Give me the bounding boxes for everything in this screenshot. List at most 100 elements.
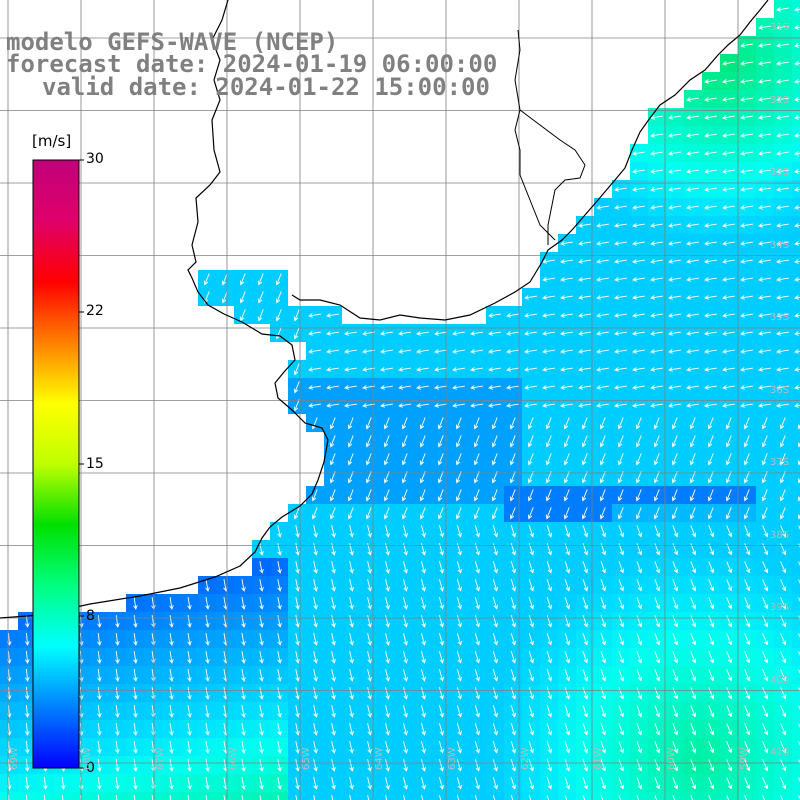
wind-arrow-shaft [349,597,353,609]
wind-arrow [524,367,537,372]
wind-arrow-head [691,622,697,628]
wind-arrow-shaft [223,597,227,609]
wind-arrow [349,561,354,574]
wind-arrow [542,403,555,408]
wind-arrow [582,525,589,538]
wind-arrow-shaft [205,777,209,789]
wind-arrow-head [511,568,517,574]
wind-arrow [545,435,552,448]
wind-arrow-head [632,151,637,156]
wind-arrow [578,223,591,228]
wind-arrow [313,651,318,664]
wind-arrow-head [349,694,354,700]
wind-arrow-shaft [762,417,768,429]
wind-arrow-shaft [600,687,606,699]
wind-arrow [509,417,516,430]
wind-arrow-shaft [295,687,299,699]
wind-arrow [632,259,645,264]
wind-arrow-shaft [564,597,570,609]
wind-arrow-head [385,784,390,790]
wind-arrow [672,759,679,772]
wind-arrow-shaft [546,507,552,519]
wind-arrow [365,435,372,448]
wind-arrow-head [686,133,691,138]
wind-arrow [563,417,570,430]
wind-arrow-shaft [151,596,155,610]
wind-arrow-shaft [672,741,678,753]
wind-arrow-shaft [331,543,335,555]
wind-arrow-shaft [259,669,263,681]
wind-arrow-head [578,295,583,300]
wind-arrow [546,597,553,610]
wind-arrow-head [308,349,313,354]
wind-arrow-head [565,550,571,556]
wind-arrow-head [349,658,354,664]
lon-label: 65W [301,747,312,770]
wind-arrow [326,403,339,408]
wind-arrow-shaft [399,349,411,353]
wind-arrow [743,417,750,430]
wind-arrow [653,417,660,430]
speed-cell [558,792,576,800]
wind-arrow-shaft [600,651,606,663]
wind-arrow-head [457,550,462,556]
wind-arrow-shaft [636,705,642,717]
wind-arrow-head [97,785,102,790]
wind-arrow-shaft [615,403,627,407]
wind-arrow-head [455,514,461,520]
wind-arrow-head [560,367,565,372]
wind-arrow-shaft [259,579,263,591]
wind-arrow [326,349,339,354]
wind-arrow-head [583,748,589,754]
wind-arrow [313,795,316,800]
wind-arrow-shaft [492,561,498,573]
wind-arrow-head [367,766,372,772]
wind-arrow-head [614,403,619,408]
wind-arrow-shaft [403,525,407,537]
wind-arrow [331,651,336,664]
wind-arrow-shaft [294,399,300,411]
wind-arrow [686,133,699,138]
wind-arrow [383,453,390,466]
wind-arrow [650,295,663,300]
wind-arrow-shaft [489,331,501,335]
wind-arrow-head [439,730,444,736]
wind-arrow [758,133,771,138]
wind-arrow-shaft [456,597,462,609]
wind-arrow-shaft [597,259,609,263]
wind-arrow-shaft [687,115,699,119]
wind-arrow [403,669,408,682]
wind-arrow [776,43,789,48]
wind-arrow-head [421,748,426,754]
wind-arrow-shaft [349,705,353,717]
wind-arrow-shaft [528,453,534,465]
wind-arrow-shaft [618,687,624,699]
wind-arrow-shaft [385,579,389,591]
wind-arrow-head [655,640,661,646]
wind-arrow-head [385,694,390,700]
wind-arrow-head [313,568,318,574]
wind-arrow-head [509,424,515,430]
wind-arrow [295,759,300,772]
wind-arrow-head [529,694,535,700]
wind-arrow-shaft [507,349,519,353]
wind-arrow-head [455,442,461,448]
wind-arrow-shaft [313,579,317,591]
wind-arrow-shaft [528,525,534,537]
wind-arrow-shaft [780,489,786,501]
wind-arrow [97,758,102,772]
wind-arrow-head [763,640,769,646]
wind-arrow [97,614,102,628]
wind-arrow-head [565,604,571,610]
wind-arrow [398,349,411,354]
wind-arrow [97,632,102,646]
wind-arrow-head [385,748,390,754]
wind-arrow [421,561,426,574]
wind-arrow-head [115,749,120,754]
wind-arrow-shaft [795,8,800,11]
wind-arrow-head [614,295,619,300]
wind-arrow-head [470,349,475,354]
wind-arrow-head [527,496,533,502]
wind-arrow-shaft [43,776,47,790]
wind-arrow [456,741,462,754]
